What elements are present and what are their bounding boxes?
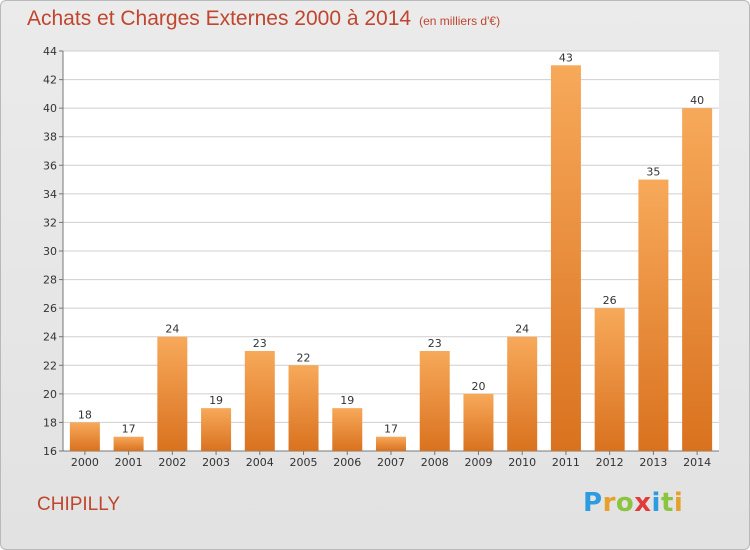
bar [113, 436, 144, 451]
x-tick-label: 2000 [71, 456, 99, 469]
x-tick-label: 2004 [246, 456, 274, 469]
bar [332, 408, 363, 451]
y-tick-label: 40 [43, 102, 57, 115]
y-tick-label: 44 [43, 45, 57, 58]
chart-subtitle: (en milliers d'€) [419, 14, 501, 28]
data-label: 40 [690, 94, 704, 107]
x-tick-label: 2012 [596, 456, 624, 469]
logo-letter: o [615, 488, 635, 518]
data-label: 24 [515, 323, 529, 336]
y-tick-label: 26 [43, 302, 57, 315]
x-tick-label: 2008 [421, 456, 449, 469]
bar [682, 108, 713, 452]
y-tick-label: 22 [43, 359, 57, 372]
data-label: 18 [78, 408, 92, 421]
data-label: 17 [122, 423, 136, 436]
x-tick-label: 2006 [333, 456, 361, 469]
proxiti-logo: Proxiti [583, 488, 683, 518]
data-label: 26 [603, 294, 617, 307]
y-tick-label: 30 [43, 245, 57, 258]
data-label: 19 [209, 394, 223, 407]
y-tick-label: 42 [43, 74, 57, 87]
chart-title-text: Achats et Charges Externes 2000 à 2014 [27, 7, 412, 30]
y-tick-label: 18 [43, 416, 57, 429]
y-tick-label: 24 [43, 331, 57, 344]
data-label: 35 [646, 166, 660, 179]
x-tick-label: 2001 [115, 456, 143, 469]
x-tick-label: 2005 [290, 456, 318, 469]
bar [376, 436, 406, 451]
bar [550, 65, 581, 452]
x-tick-label: 2003 [202, 456, 230, 469]
bar [638, 179, 669, 452]
bar [244, 351, 275, 451]
bar [69, 422, 100, 451]
x-tick-label: 2002 [158, 456, 186, 469]
logo-letter: t [660, 488, 674, 518]
bar [201, 408, 232, 451]
data-label: 23 [253, 337, 267, 350]
bar [463, 393, 494, 451]
y-tick-label: 36 [43, 159, 57, 172]
data-label: 19 [340, 394, 354, 407]
x-tick-label: 2009 [464, 456, 492, 469]
y-tick-label: 20 [43, 388, 57, 401]
bar [288, 365, 319, 451]
bar [594, 308, 625, 451]
logo-letter: r [602, 488, 616, 518]
data-label: 43 [559, 51, 573, 64]
y-tick-label: 32 [43, 216, 57, 229]
y-tick-label: 28 [43, 274, 57, 287]
logo-letter: i [673, 488, 684, 518]
logo-letter: i [651, 488, 661, 518]
data-label: 20 [471, 380, 485, 393]
data-label: 22 [297, 351, 311, 364]
y-tick-label: 16 [43, 445, 57, 458]
data-label: 17 [384, 423, 398, 436]
bar [419, 351, 450, 451]
x-tick-label: 2013 [639, 456, 667, 469]
data-label: 23 [428, 337, 442, 350]
bar [507, 336, 538, 451]
bar [157, 336, 188, 451]
data-label: 24 [165, 323, 179, 336]
y-tick-label: 38 [43, 131, 57, 144]
y-tick-label: 34 [43, 188, 57, 201]
logo-letter: P [583, 488, 603, 518]
commune-name: CHIPILLY [37, 494, 121, 515]
x-tick-label: 2014 [683, 456, 711, 469]
x-tick-label: 2007 [377, 456, 405, 469]
x-tick-label: 2010 [508, 456, 536, 469]
x-tick-label: 2011 [552, 456, 580, 469]
logo-letter: x [634, 488, 652, 518]
chart-title: Achats et Charges Externes 2000 à 2014 (e… [27, 7, 500, 31]
